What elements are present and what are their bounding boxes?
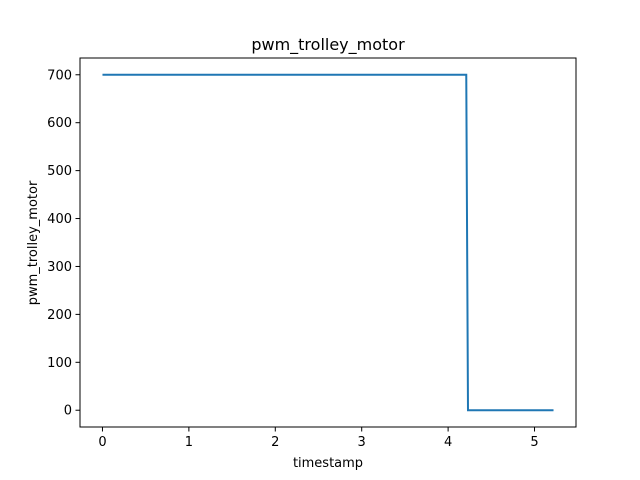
plot-area [79,57,577,428]
y-tick-label: 200 [47,308,72,323]
series-line [102,73,554,412]
y-tick-label: 0 [64,404,72,419]
plot-frame [79,57,577,428]
y-axis-title: pwm_trolley_motor [26,180,41,305]
x-tick-label: 1 [185,435,193,450]
x-axis: 0 1 2 3 4 5 [98,427,539,450]
x-tick-label: 5 [530,435,538,450]
y-tick-label: 300 [47,260,72,275]
x-axis-title: timestamp [293,456,363,471]
series-layer [102,73,554,412]
x-tick-label: 0 [98,435,106,450]
y-tick-label: 500 [47,164,72,179]
y-tick-label: 600 [47,116,72,131]
chart-title: pwm_trolley_motor [251,35,405,55]
x-tick-label: 2 [271,435,279,450]
y-tick-label: 400 [47,212,72,227]
y-tick-label: 100 [47,356,72,371]
x-tick-label: 4 [444,435,452,450]
x-tick-label: 3 [358,435,366,450]
y-axis: 0 100 200 300 400 500 600 700 [47,68,80,419]
y-tick-label: 700 [47,68,72,83]
